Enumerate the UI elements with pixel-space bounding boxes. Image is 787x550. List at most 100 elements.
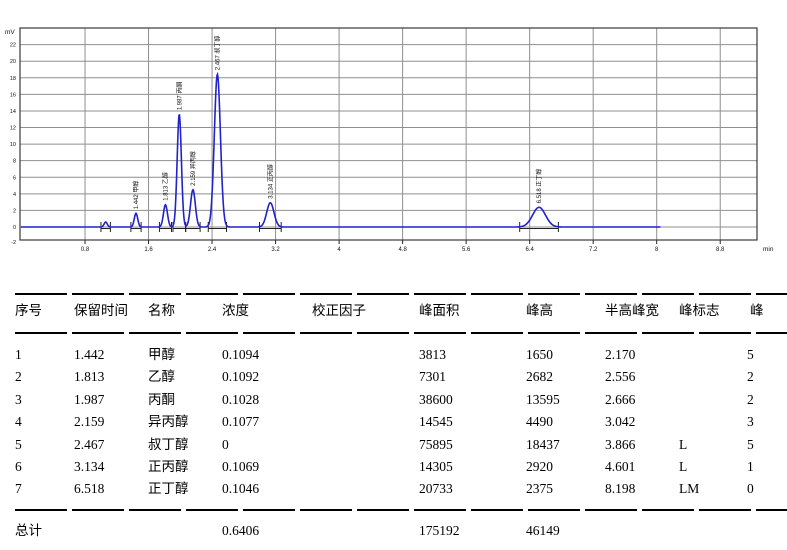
- x-tick-label: 6.4: [525, 247, 534, 253]
- peak-label: 1.442 甲醇: [132, 181, 140, 210]
- table-cell: 7301: [419, 369, 446, 385]
- peak-label: 2.467 叔丁醇: [213, 36, 221, 71]
- peak-label: 3.134 正丙醇: [266, 164, 274, 199]
- x-tick-label: 3.2: [271, 247, 280, 253]
- y-tick-label: 14: [10, 109, 16, 115]
- y-tick-label: 16: [10, 92, 16, 98]
- table-cell: 0.1092: [222, 369, 260, 385]
- y-tick-label: 0: [13, 225, 16, 231]
- table-cell: 0.6406: [222, 523, 260, 538]
- table-cell: 2.467: [74, 436, 105, 452]
- x-tick-label: 4.8: [398, 247, 407, 253]
- table-cell: 175192: [419, 523, 460, 538]
- table-cell: 2920: [526, 458, 553, 474]
- table-rule-bottom: [15, 509, 787, 511]
- peak-label: 6.518 正丁醇: [535, 169, 543, 204]
- plot-frame: [19, 27, 758, 241]
- table-cell: 叔丁醇: [148, 436, 189, 452]
- table-cell: [679, 523, 747, 539]
- table-cell: 5: [15, 436, 22, 452]
- chromatogram-plot: 0.8 1.6 2.4 3.2 4 4.8 5.6 6.4 7.2 8 8.8 22 20 18 16 14 1…: [0, 0, 787, 262]
- table-header-row: 序号 保留时间 名称 浓度 校正因子 峰面积 峰高 半高峰宽 峰标志 峰: [0, 303, 787, 319]
- table-cell: [148, 523, 222, 539]
- table-cell: 正丙醇: [148, 458, 189, 474]
- table-cell: 3.134: [74, 458, 105, 474]
- table-cell: 2: [747, 391, 754, 407]
- x-tick-label: 4: [337, 247, 341, 253]
- table-cell: L: [679, 458, 688, 474]
- table-cell: [312, 459, 419, 475]
- x-tick-label: 7.2: [589, 247, 598, 253]
- table-header-cell: 浓度: [222, 303, 249, 318]
- y-tick-label: 20: [10, 59, 16, 65]
- table-cell: 0: [222, 436, 229, 452]
- x-tick-label: 5.6: [462, 247, 471, 253]
- chromatogram-trace: [21, 71, 661, 228]
- table-cell: 2.666: [605, 391, 636, 407]
- y-tick-label: 18: [10, 76, 16, 82]
- x-axis-unit: min: [763, 246, 774, 253]
- table-cell: [312, 481, 419, 497]
- x-tick-label: 1.6: [144, 247, 153, 253]
- table-header-cell: 峰面积: [419, 303, 460, 318]
- peak-label: 1.987 丙酮: [176, 82, 183, 111]
- table-header-cell: 序号: [15, 303, 42, 318]
- table-row: 5 2.467 叔丁醇 0 75895 18437 3.866 L 5: [0, 437, 787, 453]
- table-header-cell: 峰标志: [679, 303, 720, 318]
- peak-label: 1.813 乙醇: [162, 172, 170, 201]
- table-cell: 2.159: [74, 414, 105, 430]
- table-cell: [312, 347, 419, 363]
- x-tick-label: 2.4: [208, 247, 217, 253]
- table-row: 4 2.159 异丙醇 0.1077 14545 4490 3.042 3: [0, 414, 787, 430]
- table-cell: 14305: [419, 458, 453, 474]
- table-cell: [312, 414, 419, 430]
- table-cell: [679, 414, 747, 430]
- table-cell: 1650: [526, 347, 553, 362]
- table-cell: 0.1077: [222, 414, 260, 430]
- table-cell: [312, 392, 419, 408]
- table-body: 1 1.442 甲醇 0.1094 3813 1650 2.170 5 2 1.813 乙醇 0.10…: [0, 347, 787, 504]
- table-cell: 14545: [419, 414, 453, 430]
- table-cell: 乙醇: [148, 369, 175, 385]
- table-cell: 75895: [419, 436, 453, 452]
- table-cell: [312, 369, 419, 385]
- table-cell: 2: [747, 369, 754, 385]
- table-header-cell: 校正因子: [312, 303, 366, 318]
- x-tick-label: 8: [655, 247, 659, 253]
- table-header-cell: 名称: [148, 303, 175, 318]
- table-cell: 0: [747, 481, 754, 497]
- x-tick-label: 8.8: [716, 247, 725, 253]
- table-cell: 异丙醇: [148, 414, 189, 430]
- table-header-cell: 峰: [750, 303, 764, 318]
- table-cell: 6: [15, 458, 22, 474]
- table-row: 7 6.518 正丁醇 0.1046 20733 2375 8.198 LM 0: [0, 481, 787, 497]
- table-cell: 4: [15, 414, 22, 430]
- y-tick-label: 22: [10, 43, 16, 49]
- table-cell: 13595: [526, 391, 560, 407]
- table-cell: 1.987: [74, 391, 105, 407]
- table-cell: 38600: [419, 391, 453, 407]
- table-cell: 2375: [526, 481, 553, 497]
- y-tick-label: 10: [10, 142, 16, 148]
- table-header-cell: 峰高: [526, 303, 553, 318]
- y-tick-label: 6: [13, 175, 16, 181]
- table-cell: 5: [747, 436, 754, 452]
- table-header-cell: 半高峰宽: [605, 303, 659, 318]
- table-totals-row: 总计 0.6406 175192 46149: [0, 523, 787, 539]
- table-cell: 6.518: [74, 481, 105, 497]
- table-rule-header: [15, 332, 787, 334]
- table-cell: 3813: [419, 347, 446, 362]
- table-cell: [312, 437, 419, 453]
- table-cell: 丙酮: [148, 391, 175, 407]
- table-cell: 1: [747, 458, 754, 474]
- table-cell: [605, 523, 679, 539]
- y-tick-label: 2: [13, 208, 16, 214]
- table-row: 6 3.134 正丙醇 0.1069 14305 2920 4.601 L 1: [0, 459, 787, 475]
- table-cell: 1: [15, 347, 22, 362]
- table-cell: 2.170: [605, 347, 636, 362]
- table-cell: LM: [679, 481, 700, 497]
- table-cell: [312, 523, 419, 539]
- table-cell: 3: [15, 391, 22, 407]
- y-tick-label: 8: [13, 159, 16, 165]
- x-tick-label: 0.8: [81, 247, 90, 253]
